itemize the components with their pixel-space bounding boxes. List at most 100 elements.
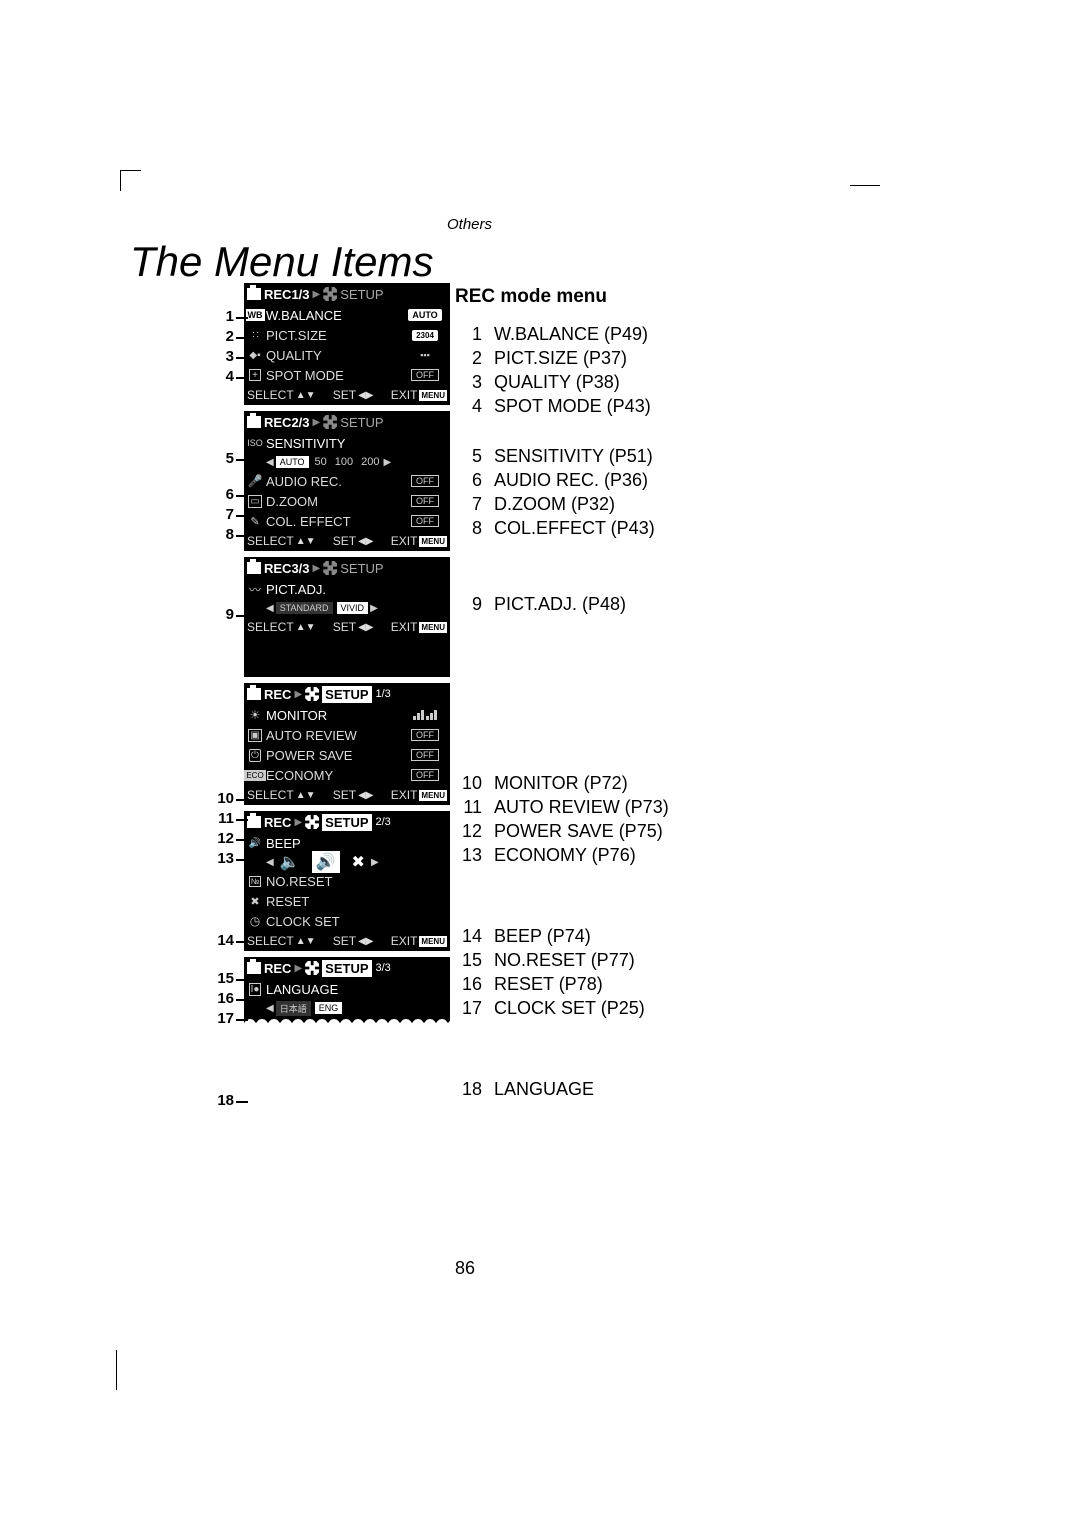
menu-row: ▭D.ZOOMOFF — [244, 491, 450, 511]
menu-row: 〰PICT.ADJ. — [244, 579, 450, 599]
description-line: 4SPOT MODE (P43) — [452, 394, 651, 418]
row-icon: ⏻ — [244, 749, 266, 762]
description-line: 15NO.RESET (P77) — [452, 948, 645, 972]
tab-rec: REC2/3 — [264, 415, 310, 430]
row-label: SPOT MODE — [266, 368, 403, 383]
tools-icon — [323, 415, 337, 429]
row-icon: I● — [244, 983, 266, 996]
callout-line — [236, 357, 248, 359]
tools-icon — [305, 961, 319, 975]
description-group: 14BEEP (P74)15NO.RESET (P77)16RESET (P78… — [452, 924, 645, 1020]
callout-line — [236, 337, 248, 339]
row-label: LANGUAGE — [266, 982, 403, 997]
description-line: 2PICT.SIZE (P37) — [452, 346, 651, 370]
callout-line — [236, 999, 248, 1001]
callout-line — [236, 979, 248, 981]
callout-number: 4 — [214, 368, 234, 385]
callout-number: 16 — [214, 990, 234, 1007]
row-label: AUDIO REC. — [266, 474, 403, 489]
description-line: 16RESET (P78) — [452, 972, 645, 996]
description-line: 11AUTO REVIEW (P73) — [452, 795, 669, 819]
value-slider: ◀日本語ENG — [244, 999, 450, 1017]
description-line: 17CLOCK SET (P25) — [452, 996, 645, 1020]
callout-number: 11 — [214, 810, 234, 827]
tab-setup: SETUP — [340, 415, 383, 430]
description-line: 14BEEP (P74) — [452, 924, 645, 948]
screen-header: REC▶SETUP1/3 — [244, 683, 450, 705]
tab-setup: SETUP — [322, 686, 371, 703]
screen-footer: SELECT▲▼SET◀▶EXITMENU — [244, 385, 450, 405]
callout-line — [236, 495, 248, 497]
description-line: 3QUALITY (P38) — [452, 370, 651, 394]
description-line: 18LANGUAGE — [452, 1077, 594, 1101]
callout-number: 8 — [214, 526, 234, 543]
row-label: MONITOR — [266, 708, 403, 723]
screen-footer: SELECT▲▼SET◀▶EXITMENU — [244, 617, 450, 637]
description-line: 12POWER SAVE (P75) — [452, 819, 669, 843]
page-fraction: 1/3 — [376, 688, 391, 700]
camera-icon — [247, 562, 261, 574]
description-group: 1W.BALANCE (P49)2PICT.SIZE (P37)3QUALITY… — [452, 322, 651, 418]
callout-number: 15 — [214, 970, 234, 987]
tab-setup: SETUP — [340, 287, 383, 302]
row-label: BEEP — [266, 836, 403, 851]
value-slider: ◀🔈🔊✖▶ — [244, 853, 450, 871]
menu-row: 🎤AUDIO REC.OFF — [244, 471, 450, 491]
callout-number: 7 — [214, 506, 234, 523]
menu-row: ISOSENSITIVITY — [244, 433, 450, 453]
tab-rec: REC — [264, 687, 291, 702]
camera-icon — [247, 962, 261, 974]
row-label: ECONOMY — [266, 768, 403, 783]
wavy-bottom — [244, 1017, 450, 1023]
row-value: OFF — [403, 729, 447, 741]
row-label: RESET — [266, 894, 403, 909]
callout-number: 5 — [214, 450, 234, 467]
crop-mark — [850, 185, 880, 186]
menu-row: ☀MONITOR — [244, 705, 450, 725]
row-label: QUALITY — [266, 348, 403, 363]
description-line: 8COL.EFFECT (P43) — [452, 516, 655, 540]
callout-line — [236, 535, 248, 537]
row-label: COL. EFFECT — [266, 514, 403, 529]
tools-icon — [305, 815, 319, 829]
tab-setup: SETUP — [340, 561, 383, 576]
row-icon: № — [244, 876, 266, 887]
section-title: REC mode menu — [455, 286, 607, 308]
row-icon: 🎤 — [244, 474, 266, 488]
row-label: CLOCK SET — [266, 914, 403, 929]
row-icon: ECO — [244, 770, 266, 781]
menu-row: №NO.RESET — [244, 871, 450, 891]
crop-mark — [116, 1350, 117, 1390]
callout-line — [236, 799, 248, 801]
callout-number: 12 — [214, 830, 234, 847]
description-line: 1W.BALANCE (P49) — [452, 322, 651, 346]
description-group: 5SENSITIVITY (P51)6AUDIO REC. (P36)7D.ZO… — [452, 444, 655, 540]
callout-line — [236, 1101, 248, 1103]
screen-header: REC3/3▶SETUP — [244, 557, 450, 579]
callout-line — [236, 317, 248, 319]
tab-rec: REC1/3 — [264, 287, 310, 302]
menu-row: 🔊BEEP — [244, 833, 450, 853]
value-slider: ◀STANDARDVIVID▶ — [244, 599, 450, 617]
row-icon: ✖ — [244, 895, 266, 908]
description-line: 9PICT.ADJ. (P48) — [452, 592, 626, 616]
callout-line — [236, 859, 248, 861]
menu-row: ⏻POWER SAVEOFF — [244, 745, 450, 765]
menu-row: ◷CLOCK SET — [244, 911, 450, 931]
row-label: SENSITIVITY — [266, 436, 403, 451]
menu-row: ▣AUTO REVIEWOFF — [244, 725, 450, 745]
row-value: OFF — [403, 475, 447, 487]
row-label: PICT.SIZE — [266, 328, 403, 343]
row-icon: + — [244, 369, 266, 381]
row-label: PICT.ADJ. — [266, 582, 403, 597]
page-fraction: 2/3 — [376, 816, 391, 828]
menu-row: ✎COL. EFFECTOFF — [244, 511, 450, 531]
tab-setup: SETUP — [322, 814, 371, 831]
row-label: NO.RESET — [266, 874, 403, 889]
description-line: 13ECONOMY (P76) — [452, 843, 669, 867]
screen-footer: SELECT▲▼SET◀▶EXITMENU — [244, 931, 450, 951]
callout-line — [236, 941, 248, 943]
row-value — [403, 710, 447, 720]
row-value: 2304 — [403, 330, 447, 341]
callout-line — [236, 615, 248, 617]
